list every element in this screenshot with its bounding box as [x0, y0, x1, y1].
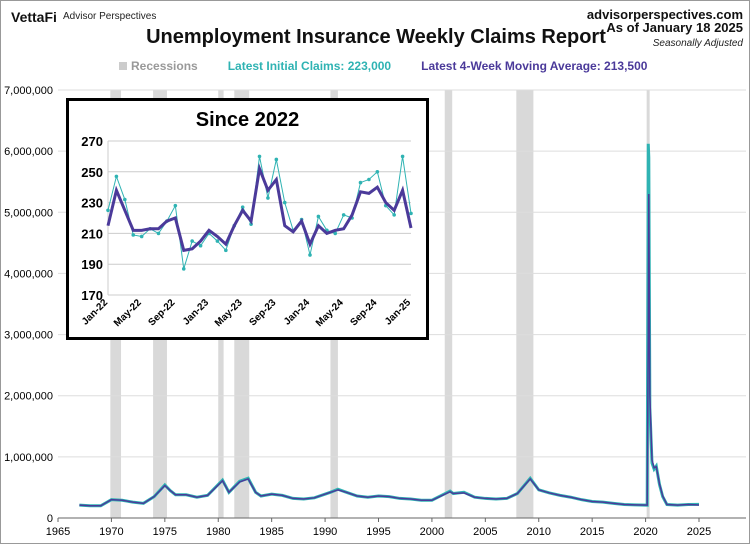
- inset-x-tick-label: Jan-25: [383, 297, 413, 327]
- inset-initial-claims-point: [173, 203, 178, 208]
- inset-x-tick-label: May-24: [314, 297, 346, 329]
- x-tick-label: 1970: [99, 526, 123, 538]
- legend-recessions: Recessions: [119, 59, 198, 73]
- inset-initial-claims-point: [139, 234, 144, 239]
- inset-chart-box: Since 2022 170 190 210 230 250 270 Jan-22 May-2…: [66, 98, 429, 340]
- inset-y-tick-label: 190: [81, 257, 103, 272]
- y-tick-label: 6,000,000: [4, 146, 53, 158]
- inset-initial-claims-point: [114, 174, 119, 179]
- inset-x-tick-label: May-22: [112, 297, 144, 329]
- x-tick-label: 2020: [633, 526, 657, 538]
- inset-x-tick-label: May-23: [213, 297, 245, 329]
- legend-latest-initial: Latest Initial Claims: 223,000: [227, 59, 392, 73]
- as-of-date: As of January 18 2025: [606, 20, 743, 35]
- inset-initial-claims-point: [341, 213, 346, 217]
- inset-initial-claims-point: [240, 205, 245, 210]
- y-tick-label: 7,000,000: [4, 85, 53, 97]
- y-tick-label: 2,000,000: [4, 391, 53, 403]
- x-tick-label: 1980: [206, 526, 230, 538]
- x-tick-label: 1965: [46, 526, 70, 538]
- legend-latest-ma: Latest 4-Week Moving Average: 213,500: [421, 59, 648, 73]
- inset-initial-claims-point: [367, 177, 371, 182]
- inset-initial-claims-point: [266, 196, 270, 200]
- inset-y-tick-label: 170: [81, 288, 103, 303]
- recession-band: [444, 90, 453, 518]
- inset-initial-claims-point: [282, 200, 287, 205]
- x-tick-label: 2025: [687, 526, 711, 538]
- y-tick-label: 4,000,000: [4, 268, 53, 280]
- inset-moving-average-line: [106, 163, 413, 253]
- inset-initial-claims-point: [274, 157, 279, 162]
- legend-recessions-label: Recessions: [131, 59, 198, 73]
- inset-initial-claims-point: [198, 243, 203, 248]
- inset-initial-claims-point: [333, 231, 338, 236]
- x-tick-label: 2015: [580, 526, 604, 538]
- x-tick-label: 1990: [313, 526, 337, 538]
- y-tick-label: 3,000,000: [4, 330, 53, 342]
- moving-average-line: [79, 193, 700, 507]
- inset-initial-claims-point: [156, 231, 161, 236]
- inset-initial-claims-point: [224, 248, 228, 253]
- y-tick-label: 1,000,000: [4, 452, 53, 464]
- inset-initial-claims-point: [190, 239, 194, 243]
- y-tick-label: 0: [47, 513, 53, 525]
- inset-x-tick-label: Jan-23: [181, 297, 211, 327]
- inset-initial-claims-point: [215, 239, 220, 243]
- inset-y-tick-label: 270: [81, 134, 103, 149]
- inset-x-tick-label: Sep-24: [348, 297, 379, 328]
- chart-title: Unemployment Insurance Weekly Claims Rep…: [146, 26, 606, 48]
- seasonal-note: Seasonally Adjusted: [652, 38, 743, 49]
- inset-initial-claims-point: [131, 233, 136, 237]
- brand-subtitle: Advisor Perspectives: [63, 11, 157, 22]
- x-tick-label: 1985: [259, 526, 283, 538]
- inset-x-tick-label: Sep-23: [247, 297, 278, 328]
- inset-initial-claims-point: [308, 253, 312, 257]
- inset-initial-claims-point: [257, 154, 262, 159]
- x-tick-label: 2005: [473, 526, 497, 538]
- recession-band: [516, 90, 534, 518]
- inset-x-tick-label: Jan-24: [282, 297, 312, 327]
- inset-title: Since 2022: [195, 109, 300, 131]
- inset-initial-claims-point: [181, 267, 186, 271]
- brand-logo: VettaFi: [11, 9, 57, 25]
- x-tick-label: 1975: [153, 526, 177, 538]
- inset-x-tick-label: Sep-22: [146, 297, 177, 328]
- inset-initial-claims-point: [400, 154, 405, 159]
- inset-initial-claims-point: [106, 208, 110, 213]
- x-tick-label: 1995: [366, 526, 390, 538]
- inset-initial-claims-point: [358, 180, 363, 185]
- inset-initial-claims-point: [123, 197, 127, 202]
- recession-swatch: [119, 62, 127, 70]
- inset-initial-claims-point: [316, 214, 321, 219]
- legend: Recessions Latest Initial Claims: 223,00…: [119, 59, 647, 73]
- y-tick-label: 5,000,000: [4, 207, 53, 219]
- site-url: advisorperspectives.com: [586, 7, 743, 22]
- inset-y-tick-label: 230: [81, 196, 103, 211]
- inset-initial-claims-point: [409, 211, 413, 216]
- x-tick-label: 2010: [527, 526, 551, 538]
- inset-y-tick-label: 250: [81, 165, 103, 180]
- inset-initial-claims-point: [375, 170, 380, 174]
- inset-y-tick-label: 210: [81, 226, 103, 241]
- x-tick-label: 2000: [420, 526, 444, 538]
- inset-initial-claims-point: [392, 213, 396, 217]
